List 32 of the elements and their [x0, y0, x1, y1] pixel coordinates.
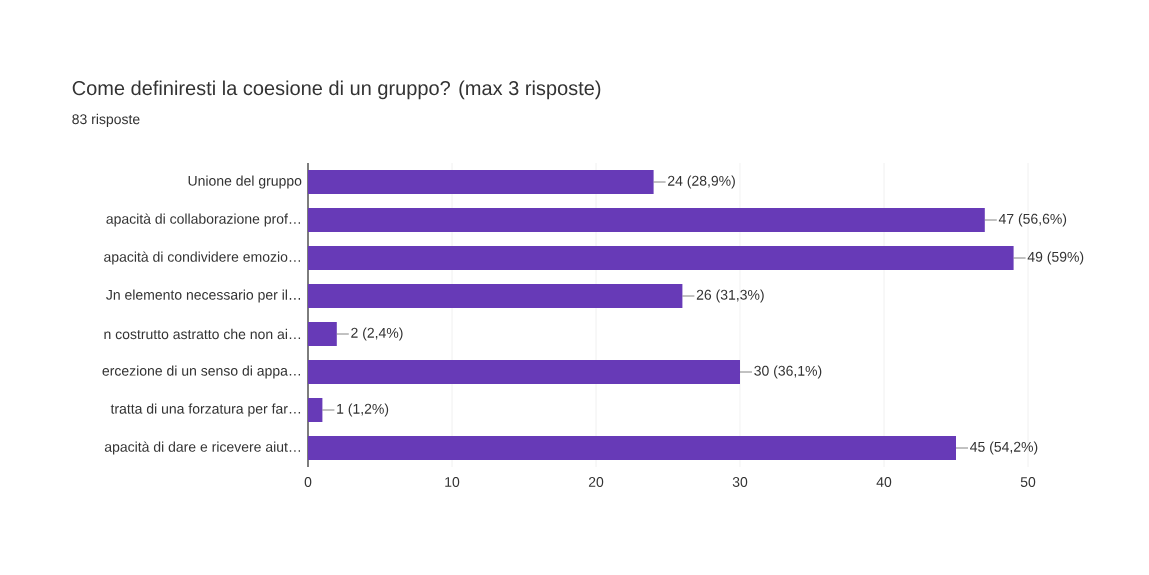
data-label: 2 (2,4%) [351, 327, 403, 341]
bar [308, 170, 654, 195]
x-tick-label: 20 [588, 477, 604, 487]
x-tick-label: 50 [1020, 477, 1036, 487]
y-tick-label: apacità di dare e ricevere aiut… [104, 441, 301, 455]
bar [308, 284, 683, 309]
x-tick-label: 40 [876, 477, 892, 487]
y-tick-label: apacità di collaborazione prof… [106, 213, 300, 227]
y-tick-label: n costrutto astratto che non ai… [104, 328, 301, 340]
x-tick-label: 0 [304, 477, 312, 487]
data-label: 24 (28,9%) [668, 175, 735, 189]
bar [308, 322, 337, 347]
y-tick-label: apacità di condividere emozio… [104, 251, 300, 265]
text: 83 risposte [72, 113, 140, 127]
data-label: 45 (54,2%) [970, 441, 1038, 455]
bar [308, 436, 956, 460]
data-label: 47 (56,6%) [998, 213, 1067, 227]
data-label: 30 (36,1%) [754, 365, 822, 379]
data-label: 26 (31,3%) [696, 289, 764, 303]
y-tick-label: tratta di una forzatura per far… [110, 403, 301, 417]
chart-title: Come definiresti la coesione di un gruppo? (max 3 risposte) [72, 80, 601, 100]
x-tick-label: 30 [732, 477, 748, 487]
x-tick-label: 10 [445, 477, 460, 487]
data-label: 1 (1,2%) [337, 403, 389, 417]
y-tick-label: ercezione di un senso di appa… [102, 365, 300, 379]
y-tick-label: Jn elemento necessario per il… [106, 289, 300, 303]
data-label: 49 (59%) [1027, 251, 1084, 265]
bar [308, 360, 740, 385]
bar [308, 246, 1014, 271]
y-tick-label: Unione del gruppo [188, 175, 302, 189]
bar [308, 398, 323, 422]
bar [308, 208, 985, 233]
